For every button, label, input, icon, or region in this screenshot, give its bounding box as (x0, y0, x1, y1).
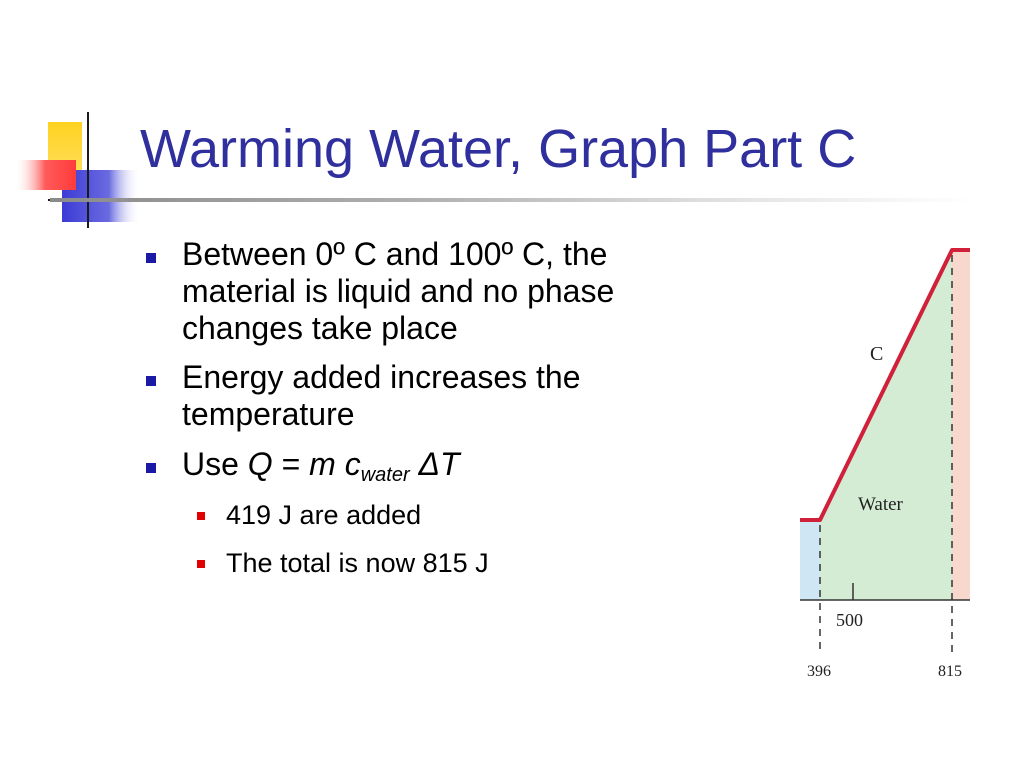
decorative-logo-squares (14, 112, 150, 228)
tick-label-396: 396 (807, 663, 831, 680)
bullet-item: Energy added increases the temperature (140, 359, 700, 433)
formula-subscript: water (360, 463, 410, 486)
formula-m: m (309, 445, 336, 482)
formula-equals: = (272, 445, 310, 482)
tick-label-815: 815 (938, 663, 962, 680)
segment-c-line (800, 248, 970, 522)
ice-region (800, 520, 820, 600)
bullet-text: Between 0º C and 100º C, the material is… (182, 236, 615, 347)
subbullet-text: 419 J are added (226, 499, 422, 530)
region-label: Water (858, 494, 904, 515)
title-underline (50, 198, 972, 202)
bullet-text: Energy added increases the temperature (182, 359, 581, 433)
subbullet-item: 419 J are added (140, 499, 700, 531)
subbullet-square-icon (197, 511, 205, 520)
slide-title: Warming Water, Graph Part C (140, 119, 857, 179)
tick-label-500: 500 (836, 610, 863, 630)
bullet-square-icon (146, 253, 156, 263)
steam-region (952, 250, 970, 600)
bullet-item-formula: Use Q = m cwater ΔT (140, 446, 700, 487)
red-square (14, 160, 76, 190)
subbullet-item: The total is now 815 J (140, 547, 700, 579)
formula-q: Q (247, 445, 273, 482)
bullet-item: Between 0º C and 100º C, the material is… (140, 236, 700, 347)
water-region (820, 250, 952, 600)
bullet-square-icon (146, 462, 156, 473)
subbullet-text: The total is now 815 J (226, 548, 489, 579)
formula-delta-t: ΔT (418, 445, 460, 482)
bullet-text: Use (182, 445, 248, 482)
segment-label: C (870, 343, 883, 365)
formula-c: c (344, 445, 361, 482)
bullet-list: Between 0º C and 100º C, the material is… (140, 236, 700, 596)
bullet-square-icon (146, 376, 156, 387)
heating-curve-chart: C Water 500 396 815 (800, 248, 970, 680)
subbullet-square-icon (197, 560, 205, 569)
